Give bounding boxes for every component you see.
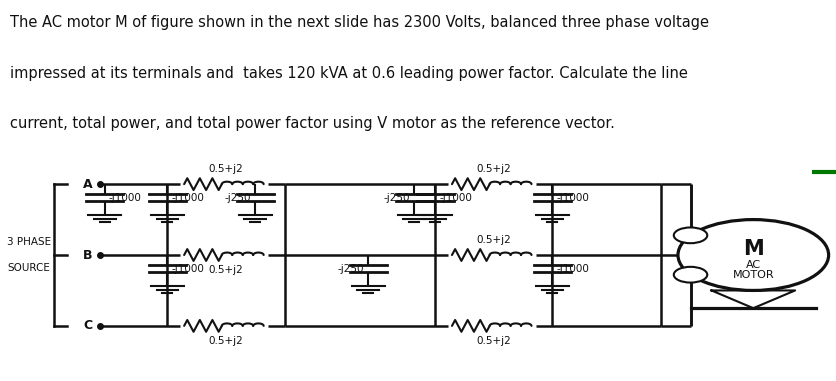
Circle shape [677, 219, 828, 290]
Text: -j1000: -j1000 [171, 193, 204, 203]
Text: 0.5+j2: 0.5+j2 [208, 164, 243, 174]
Text: 0.5+j2: 0.5+j2 [476, 336, 511, 346]
Text: -j250: -j250 [224, 193, 251, 203]
Text: 0.5+j2: 0.5+j2 [208, 265, 243, 275]
Text: M: M [742, 239, 762, 259]
Text: -j1000: -j1000 [556, 264, 589, 274]
Text: -j250: -j250 [383, 193, 410, 203]
Text: SOURCE: SOURCE [8, 263, 51, 273]
Text: A: A [83, 178, 92, 190]
Text: 0.5+j2: 0.5+j2 [476, 235, 511, 245]
Text: 0.5+j2: 0.5+j2 [476, 164, 511, 174]
Text: 3 PHASE: 3 PHASE [8, 237, 51, 247]
Circle shape [673, 267, 706, 283]
Text: -j250: -j250 [337, 264, 364, 274]
Text: C: C [83, 319, 92, 332]
Text: -j1000: -j1000 [109, 193, 141, 203]
Text: -j1000: -j1000 [439, 193, 472, 203]
Text: AC: AC [745, 260, 760, 270]
Text: B: B [83, 248, 92, 261]
Text: -j1000: -j1000 [171, 264, 204, 274]
Text: The AC motor M of figure shown in the next slide has 2300 Volts, balanced three : The AC motor M of figure shown in the ne… [10, 15, 708, 30]
Text: MOTOR: MOTOR [732, 270, 773, 280]
Circle shape [673, 227, 706, 243]
Text: -j1000: -j1000 [556, 193, 589, 203]
Text: impressed at its terminals and  takes 120 kVA at 0.6 leading power factor. Calcu: impressed at its terminals and takes 120… [10, 66, 687, 80]
Text: current, total power, and total power factor using V motor as the reference vect: current, total power, and total power fa… [10, 116, 614, 131]
Text: 0.5+j2: 0.5+j2 [208, 336, 243, 346]
